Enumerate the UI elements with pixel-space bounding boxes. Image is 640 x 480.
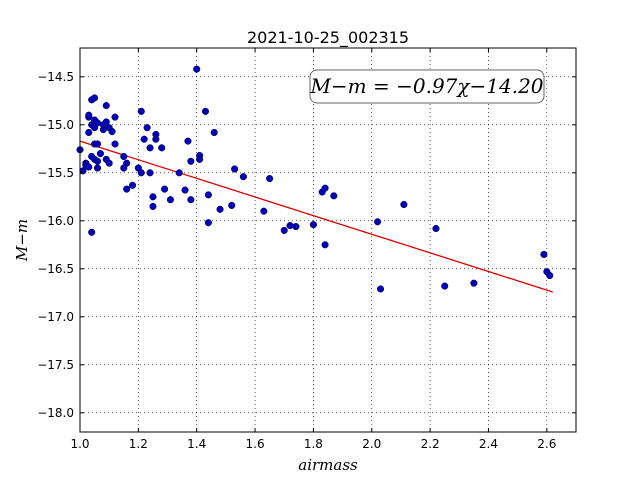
data-point — [231, 165, 239, 173]
data-point — [85, 128, 93, 137]
data-point — [193, 65, 201, 73]
data-point — [108, 127, 116, 136]
x-tick-label: 2.6 — [537, 437, 556, 451]
data-point — [146, 169, 154, 177]
data-point — [201, 107, 210, 115]
data-point — [286, 222, 294, 230]
data-point — [374, 218, 382, 226]
data-points — [76, 65, 554, 293]
data-point — [140, 135, 148, 143]
data-point — [432, 224, 440, 233]
data-point — [166, 196, 174, 204]
data-point — [321, 184, 329, 192]
data-point — [152, 135, 160, 143]
data-point — [181, 186, 189, 194]
x-tick-label: 1.2 — [129, 437, 148, 451]
data-point — [292, 223, 300, 231]
data-point — [123, 185, 131, 193]
data-point — [128, 181, 137, 189]
data-point — [187, 157, 195, 165]
y-tick-label: −16.0 — [37, 214, 74, 228]
data-point — [146, 144, 154, 152]
data-point — [149, 202, 157, 210]
data-point — [88, 228, 96, 236]
y-tick-label: −17.0 — [37, 310, 74, 324]
data-point — [204, 219, 212, 227]
data-point — [96, 150, 104, 158]
y-tick-labels: −14.5 −15.0 −15.5 −16.0 −16.5 −17.0 −17.5 −18.0 — [37, 70, 74, 420]
data-point — [143, 124, 151, 132]
data-point — [441, 282, 449, 290]
data-point — [93, 164, 102, 172]
x-tick-label: 2.0 — [362, 437, 381, 451]
data-point — [204, 191, 212, 199]
x-axis-label: airmass — [298, 456, 358, 474]
x-tick-label: 1.0 — [70, 437, 89, 451]
data-point — [187, 196, 195, 204]
data-point — [85, 111, 93, 119]
data-point — [105, 159, 113, 167]
data-point — [111, 113, 119, 121]
data-point — [93, 140, 102, 148]
plot-frame — [79, 47, 577, 433]
data-point — [540, 250, 548, 258]
data-point — [149, 193, 157, 201]
data-point — [330, 192, 338, 200]
data-point — [158, 144, 166, 152]
data-point — [546, 271, 554, 280]
data-point — [260, 207, 268, 215]
x-tick-labels: 1.0 1.2 1.4 1.6 1.8 2.0 2.2 2.4 2.6 — [70, 437, 556, 451]
data-point — [102, 118, 110, 126]
plot-area — [80, 48, 576, 432]
data-point — [196, 155, 204, 163]
data-point — [210, 128, 218, 137]
data-point — [228, 201, 236, 209]
data-point — [184, 137, 192, 145]
y-tick-label: −17.5 — [37, 358, 74, 372]
data-point — [137, 169, 145, 177]
data-point — [470, 279, 478, 287]
data-point — [400, 200, 408, 209]
y-tick-label: −15.5 — [37, 166, 74, 180]
data-point — [120, 152, 128, 161]
y-tick-label: −16.5 — [37, 262, 74, 276]
data-point — [321, 241, 329, 249]
data-point — [216, 205, 224, 213]
axis-ticks — [79, 48, 576, 432]
chart-title: 2021-10-25_002315 — [247, 28, 409, 48]
y-tick-label: −15.0 — [37, 118, 74, 132]
x-tick-label: 1.4 — [187, 437, 206, 451]
data-point — [85, 163, 93, 171]
fit-line-group — [79, 140, 553, 293]
x-tick-label: 1.6 — [246, 437, 265, 451]
y-tick-label: −18.0 — [37, 406, 74, 420]
y-axis-label: M−m — [13, 219, 31, 262]
data-point — [161, 185, 169, 193]
fit-equation: M−m = −0.97χ−14.20 — [309, 74, 543, 98]
data-point — [137, 107, 145, 115]
x-tick-label: 2.4 — [479, 437, 498, 451]
equation-box — [309, 69, 545, 104]
data-point — [280, 226, 288, 234]
x-tick-label: 1.8 — [304, 437, 323, 451]
y-tick-label: −14.5 — [37, 70, 74, 84]
data-point — [111, 140, 119, 148]
data-point — [175, 169, 183, 177]
fit-line — [79, 140, 553, 293]
data-point — [239, 173, 247, 181]
data-point — [266, 175, 274, 183]
data-point — [93, 157, 102, 165]
x-tick-label: 2.2 — [421, 437, 440, 451]
data-point — [102, 102, 110, 110]
data-point — [91, 94, 99, 102]
data-point — [123, 159, 131, 167]
data-point — [309, 221, 317, 229]
data-point — [376, 285, 385, 293]
